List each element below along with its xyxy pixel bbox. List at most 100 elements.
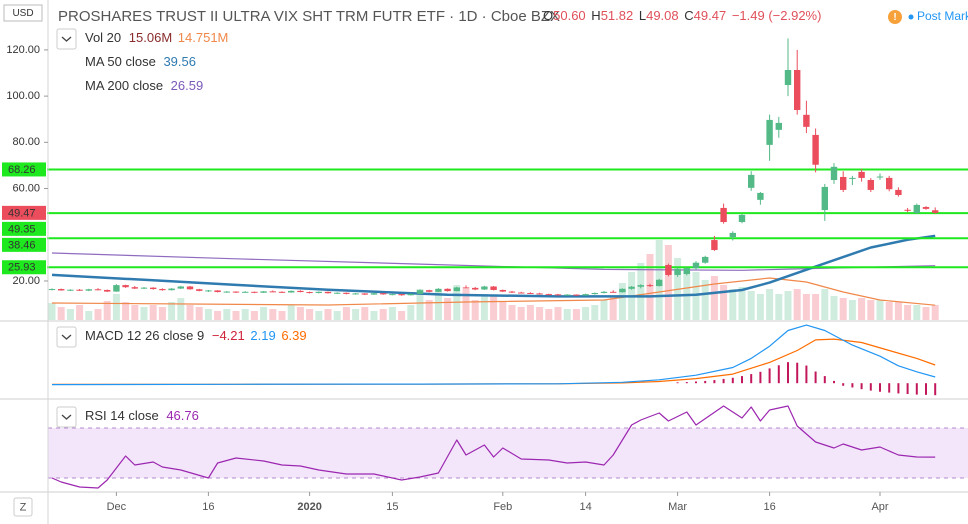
- volume-bar: [701, 280, 709, 320]
- volume-bar: [425, 300, 433, 320]
- volume-bar: [278, 311, 286, 320]
- volume-bar: [756, 294, 764, 320]
- volume-bar: [379, 309, 387, 320]
- volume-bar: [333, 311, 341, 320]
- candle-body: [656, 279, 663, 287]
- volume-bar: [57, 307, 65, 320]
- volume-bar: [296, 307, 304, 320]
- candle-body: [389, 294, 396, 296]
- volume-bar: [802, 294, 810, 320]
- volume-bar: [480, 294, 488, 320]
- currency-box[interactable]: [3, 4, 43, 22]
- x-tick-label: 2020: [297, 501, 321, 513]
- volume-bar: [324, 309, 332, 320]
- candle-body: [205, 290, 212, 292]
- macd-histogram-bar: [823, 376, 826, 384]
- candle-body: [94, 289, 102, 291]
- macd-histogram-bar: [787, 362, 789, 384]
- volume-bar: [499, 302, 507, 320]
- collapse-button[interactable]: [56, 326, 77, 348]
- candle-body: [527, 292, 534, 294]
- volume-bar: [821, 289, 829, 320]
- volume-bar: [85, 311, 93, 320]
- macd-line: [51, 324, 936, 386]
- candle-body: [637, 285, 644, 287]
- candle-body: [628, 286, 635, 289]
- chevron: [61, 414, 72, 420]
- volume-bar: [214, 311, 222, 320]
- volume-bar: [876, 300, 884, 320]
- volume-bar: [637, 263, 645, 320]
- candle-body: [104, 289, 111, 292]
- volume-bar: [922, 307, 930, 320]
- volume-bar: [462, 289, 470, 320]
- candle-body: [481, 286, 488, 290]
- volume-bar: [775, 294, 783, 320]
- candle-body: [702, 256, 709, 263]
- volume-bar: [223, 309, 231, 320]
- volume-bar: [168, 302, 176, 320]
- candle-body: [573, 294, 580, 296]
- ma200-legend: MA 200 close 26.59: [85, 78, 203, 93]
- candle-body: [453, 287, 460, 292]
- x-tick-label: 14: [579, 501, 591, 513]
- volume-bar: [232, 311, 240, 320]
- macd-histogram-bar: [695, 381, 697, 384]
- volume-bar: [260, 307, 268, 320]
- candle-body: [821, 186, 828, 211]
- volume-bar: [250, 311, 258, 320]
- volume-ma-line: [51, 277, 936, 306]
- close-label: C: [684, 8, 693, 23]
- y-tick-label: 120.00: [6, 44, 40, 56]
- volume-bar: [563, 309, 571, 320]
- x-tick-label: 16: [763, 501, 775, 513]
- macd-histogram-bar: [833, 380, 835, 384]
- rsi-legend: RSI 14 close 46.76: [85, 408, 199, 423]
- candle-body: [812, 134, 819, 165]
- candle-body: [711, 240, 718, 250]
- chevron: [61, 36, 72, 42]
- open-label: O: [543, 8, 553, 23]
- legend-name: RSI 14 close: [85, 408, 159, 423]
- volume-bar: [839, 298, 847, 320]
- macd-histogram-bar: [750, 374, 753, 384]
- candle-body: [600, 291, 608, 293]
- ma50-legend: MA 50 close 39.56: [85, 54, 196, 69]
- volume-bar: [747, 291, 755, 320]
- post-market[interactable]: Post Mark: [917, 9, 968, 23]
- candle-body: [830, 166, 838, 180]
- collapse-button[interactable]: [56, 406, 77, 428]
- volume-legend: Vol 20 15.06M 14.751M: [85, 30, 228, 45]
- volume-bar: [591, 305, 599, 320]
- legend-value: 2.19: [250, 328, 275, 343]
- chevron: [61, 334, 72, 340]
- candle-body: [582, 294, 589, 296]
- alert-icon[interactable]: [888, 10, 902, 24]
- candle-body: [196, 289, 203, 291]
- open-value: 50.60: [553, 8, 586, 23]
- scale-button[interactable]: [13, 497, 33, 517]
- volume-bar: [490, 296, 498, 320]
- volume-bar: [195, 307, 203, 320]
- macd-histogram-bar: [676, 382, 679, 384]
- candle-body: [232, 291, 240, 293]
- x-tick-label: Apr: [871, 501, 888, 513]
- scale-mode: Z: [20, 501, 27, 513]
- x-tick-label: Feb: [493, 501, 512, 513]
- collapse-button[interactable]: [56, 28, 77, 50]
- macd-histogram-bar: [796, 362, 799, 384]
- volume-bar: [582, 307, 590, 320]
- candle-body: [269, 291, 276, 293]
- candle-body: [757, 192, 764, 200]
- candle-body: [278, 291, 286, 293]
- candle-body: [306, 292, 313, 294]
- x-tick-label: 16: [202, 501, 214, 513]
- candle-body: [416, 290, 424, 294]
- candle-body: [472, 287, 479, 290]
- candle-body: [343, 292, 350, 294]
- high-label: H: [591, 8, 600, 23]
- volume-bar: [545, 309, 553, 320]
- volume-bar: [315, 311, 323, 320]
- candle-body: [251, 291, 258, 293]
